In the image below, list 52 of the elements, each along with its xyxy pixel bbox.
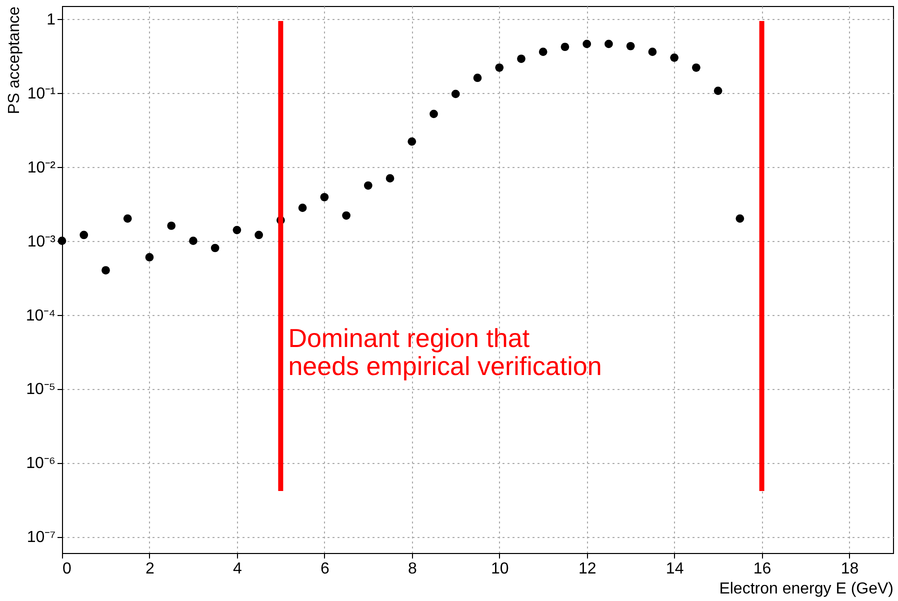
x-tick-label: 0 — [62, 560, 72, 578]
x-tick-label: 8 — [408, 560, 417, 578]
point — [451, 90, 460, 98]
y-tick-label: 1 — [46, 12, 56, 29]
y-tick-label: 10⁻¹ — [27, 85, 56, 102]
x-tick-label: 2 — [146, 560, 155, 578]
y-tick-label: 10⁻⁴ — [26, 307, 56, 324]
point — [254, 230, 263, 240]
point — [560, 42, 570, 52]
y-tick-label: 10⁻⁶ — [26, 455, 56, 472]
point — [210, 244, 220, 252]
point — [582, 40, 592, 48]
x-tick-label: 10 — [490, 560, 509, 578]
point — [342, 211, 350, 220]
point — [123, 214, 132, 223]
point — [604, 40, 613, 48]
y-tick-label: 10⁻⁷ — [26, 529, 56, 546]
point — [189, 236, 198, 246]
x-tick-label: 18 — [840, 560, 859, 578]
point — [80, 230, 88, 240]
point — [408, 137, 416, 146]
point — [714, 86, 722, 95]
x-tick-label: 6 — [320, 560, 330, 578]
point — [167, 222, 176, 230]
point — [473, 74, 482, 82]
point — [670, 54, 678, 62]
point — [386, 174, 394, 183]
x-axis-title: Electron energy E (GeV) — [719, 580, 894, 598]
x-tick-label: 14 — [666, 560, 684, 578]
y-axis-title: PS acceptance — [6, 6, 23, 114]
x-tick-label: 12 — [578, 560, 596, 578]
point — [58, 236, 66, 246]
point — [626, 42, 635, 50]
y-tick-label: 10⁻² — [27, 159, 56, 176]
x-tick-label: 4 — [232, 560, 242, 578]
point — [736, 214, 744, 223]
x-tick-label: 16 — [753, 560, 772, 578]
point — [648, 48, 657, 56]
point — [538, 48, 548, 56]
point — [232, 226, 242, 234]
y-tick-label: 10⁻⁵ — [26, 381, 56, 398]
point — [430, 110, 438, 118]
point — [495, 63, 504, 72]
point — [320, 192, 329, 202]
y-tick-label: 10⁻³ — [27, 233, 56, 250]
annotation: Dominant region that needs empirical verification — [288, 323, 602, 381]
point — [517, 54, 526, 63]
point — [364, 181, 372, 190]
point — [102, 266, 110, 274]
point — [145, 253, 154, 262]
point — [692, 63, 700, 72]
point — [298, 204, 307, 212]
